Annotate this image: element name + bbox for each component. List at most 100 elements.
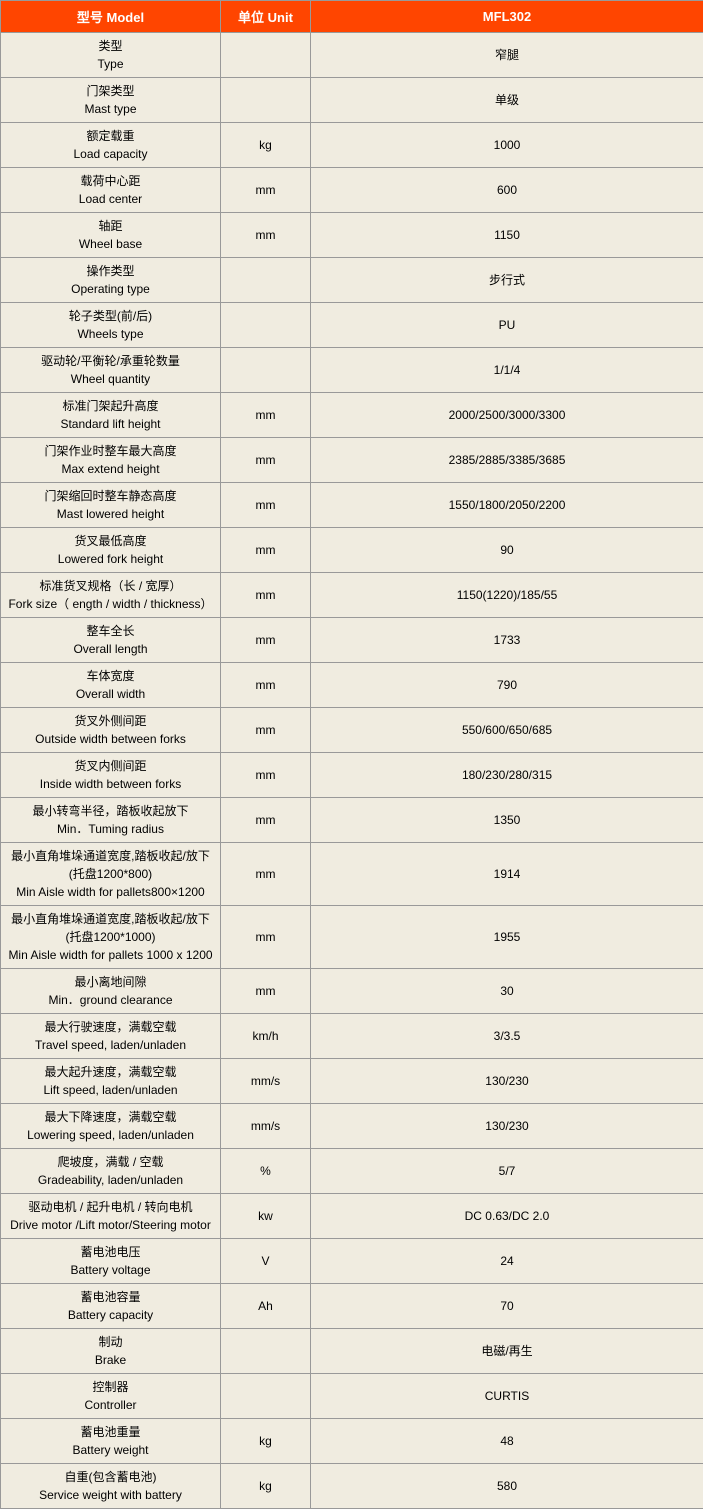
spec-label: 轴距 Wheel base: [1, 213, 221, 258]
spec-label: 最小直角堆垛通道宽度,踏板收起/放下 (托盘1200*800) Min Aisl…: [1, 843, 221, 906]
table-row: 门架类型 Mast type单级: [1, 78, 703, 123]
spec-unit: kg: [221, 123, 311, 168]
spec-unit: kg: [221, 1464, 311, 1509]
spec-value: 1150(1220)/185/55: [311, 573, 703, 618]
spec-unit: mm: [221, 906, 311, 969]
table-row: 最小直角堆垛通道宽度,踏板收起/放下 (托盘1200*800) Min Aisl…: [1, 843, 703, 906]
table-row: 最大下降速度，满载空载 Lowering speed, laden/unlade…: [1, 1104, 703, 1149]
table-row: 类型 Type 窄腿: [1, 33, 703, 78]
table-row: 车体宽度 Overall widthmm790: [1, 663, 703, 708]
spec-unit: mm: [221, 393, 311, 438]
spec-value: 1550/1800/2050/2200: [311, 483, 703, 528]
table-row: 控制器 Controller CURTIS: [1, 1374, 703, 1419]
spec-label: 自重(包含蓄电池) Service weight with battery: [1, 1464, 221, 1509]
spec-unit: kg: [221, 1419, 311, 1464]
spec-value: 窄腿: [311, 33, 703, 78]
spec-value: 600: [311, 168, 703, 213]
spec-label: 驱动轮/平衡轮/承重轮数量 Wheel quantity: [1, 348, 221, 393]
spec-label: 蓄电池容量 Battery capacity: [1, 1284, 221, 1329]
spec-unit: mm: [221, 753, 311, 798]
table-row: 自重(包含蓄电池) Service weight with batterykg5…: [1, 1464, 703, 1509]
spec-value: 48: [311, 1419, 703, 1464]
table-row: 轴距 Wheel basemm1150: [1, 213, 703, 258]
table-row: 蓄电池电压 Battery voltageV24: [1, 1239, 703, 1284]
spec-unit: [221, 1329, 311, 1374]
spec-label: 最大行驶速度，满载空载 Travel speed, laden/unladen: [1, 1014, 221, 1059]
spec-unit: Ah: [221, 1284, 311, 1329]
spec-unit: mm: [221, 438, 311, 483]
spec-value: 790: [311, 663, 703, 708]
spec-value: 550/600/650/685: [311, 708, 703, 753]
spec-unit: mm: [221, 618, 311, 663]
spec-value: 1733: [311, 618, 703, 663]
spec-label: 整车全长 Overall length: [1, 618, 221, 663]
spec-label: 驱动电机 / 起升电机 / 转向电机 Drive motor /Lift mot…: [1, 1194, 221, 1239]
spec-label: 货叉外侧间距 Outside width between forks: [1, 708, 221, 753]
table-row: 驱动电机 / 起升电机 / 转向电机 Drive motor /Lift mot…: [1, 1194, 703, 1239]
spec-value: 2000/2500/3000/3300: [311, 393, 703, 438]
spec-value: 30: [311, 969, 703, 1014]
spec-label: 爬坡度，满载 / 空载 Gradeability, laden/unladen: [1, 1149, 221, 1194]
spec-value: CURTIS: [311, 1374, 703, 1419]
spec-value: 单级: [311, 78, 703, 123]
table-row: 操作类型 Operating type 步行式: [1, 258, 703, 303]
spec-value: 电磁/再生: [311, 1329, 703, 1374]
table-row: 最小离地间隙 Min．ground clearancemm30: [1, 969, 703, 1014]
table-row: 最小直角堆垛通道宽度,踏板收起/放下 (托盘1200*1000) Min Ais…: [1, 906, 703, 969]
spec-unit: [221, 33, 311, 78]
spec-unit: %: [221, 1149, 311, 1194]
table-row: 整车全长 Overall lengthmm1733: [1, 618, 703, 663]
spec-label: 标准货叉规格（长 / 宽厚） Fork size（ ength / width …: [1, 573, 221, 618]
spec-label: 标准门架起升高度 Standard lift height: [1, 393, 221, 438]
spec-label: 操作类型 Operating type: [1, 258, 221, 303]
table-row: 最大行驶速度，满载空载 Travel speed, laden/unladenk…: [1, 1014, 703, 1059]
spec-label: 货叉内侧间距 Inside width between forks: [1, 753, 221, 798]
spec-label: 类型 Type: [1, 33, 221, 78]
spec-unit: mm: [221, 573, 311, 618]
table-row: 驱动轮/平衡轮/承重轮数量 Wheel quantity 1/1/4: [1, 348, 703, 393]
spec-label: 载荷中心距 Load center: [1, 168, 221, 213]
spec-unit: mm: [221, 528, 311, 573]
spec-value: 2385/2885/3385/3685: [311, 438, 703, 483]
table-row: 轮子类型(前/后) Wheels typePU: [1, 303, 703, 348]
spec-value: 580: [311, 1464, 703, 1509]
spec-unit: [221, 258, 311, 303]
spec-label: 最小离地间隙 Min．ground clearance: [1, 969, 221, 1014]
header-model: 型号 Model: [1, 1, 221, 33]
spec-unit: [221, 1374, 311, 1419]
spec-value: 90: [311, 528, 703, 573]
spec-value: 1/1/4: [311, 348, 703, 393]
table-row: 最大起升速度，满载空载 Lift speed, laden/unladenmm/…: [1, 1059, 703, 1104]
spec-value: 1955: [311, 906, 703, 969]
spec-unit: [221, 348, 311, 393]
spec-value: 1914: [311, 843, 703, 906]
spec-value: 180/230/280/315: [311, 753, 703, 798]
table-row: 标准货叉规格（长 / 宽厚） Fork size（ ength / width …: [1, 573, 703, 618]
spec-label: 额定载重 Load capacity: [1, 123, 221, 168]
header-unit: 单位 Unit: [221, 1, 311, 33]
spec-label: 制动 Brake: [1, 1329, 221, 1374]
spec-value: 1350: [311, 798, 703, 843]
table-row: 蓄电池重量 Battery weightkg48: [1, 1419, 703, 1464]
spec-unit: [221, 78, 311, 123]
spec-unit: V: [221, 1239, 311, 1284]
spec-value: 5/7: [311, 1149, 703, 1194]
spec-unit: mm/s: [221, 1059, 311, 1104]
spec-value: 70: [311, 1284, 703, 1329]
spec-unit: mm/s: [221, 1104, 311, 1149]
spec-label: 控制器 Controller: [1, 1374, 221, 1419]
spec-unit: mm: [221, 483, 311, 528]
spec-value: PU: [311, 303, 703, 348]
table-row: 额定载重 Load capacitykg1000: [1, 123, 703, 168]
table-row: 制动 Brake 电磁/再生: [1, 1329, 703, 1374]
spec-label: 最大下降速度，满载空载 Lowering speed, laden/unlade…: [1, 1104, 221, 1149]
table-row: 货叉最低高度 Lowered fork heightmm90: [1, 528, 703, 573]
spec-label: 最小转弯半径，踏板收起放下 Min．Tuming radius: [1, 798, 221, 843]
spec-value: DC 0.63/DC 2.0: [311, 1194, 703, 1239]
table-row: 爬坡度，满载 / 空载 Gradeability, laden/unladen%…: [1, 1149, 703, 1194]
table-row: 门架缩回时整车静态高度 Mast lowered heightmm1550/18…: [1, 483, 703, 528]
spec-label: 最小直角堆垛通道宽度,踏板收起/放下 (托盘1200*1000) Min Ais…: [1, 906, 221, 969]
header-row: 型号 Model 单位 Unit MFL302: [1, 1, 703, 33]
spec-value: 步行式: [311, 258, 703, 303]
spec-value: 24: [311, 1239, 703, 1284]
